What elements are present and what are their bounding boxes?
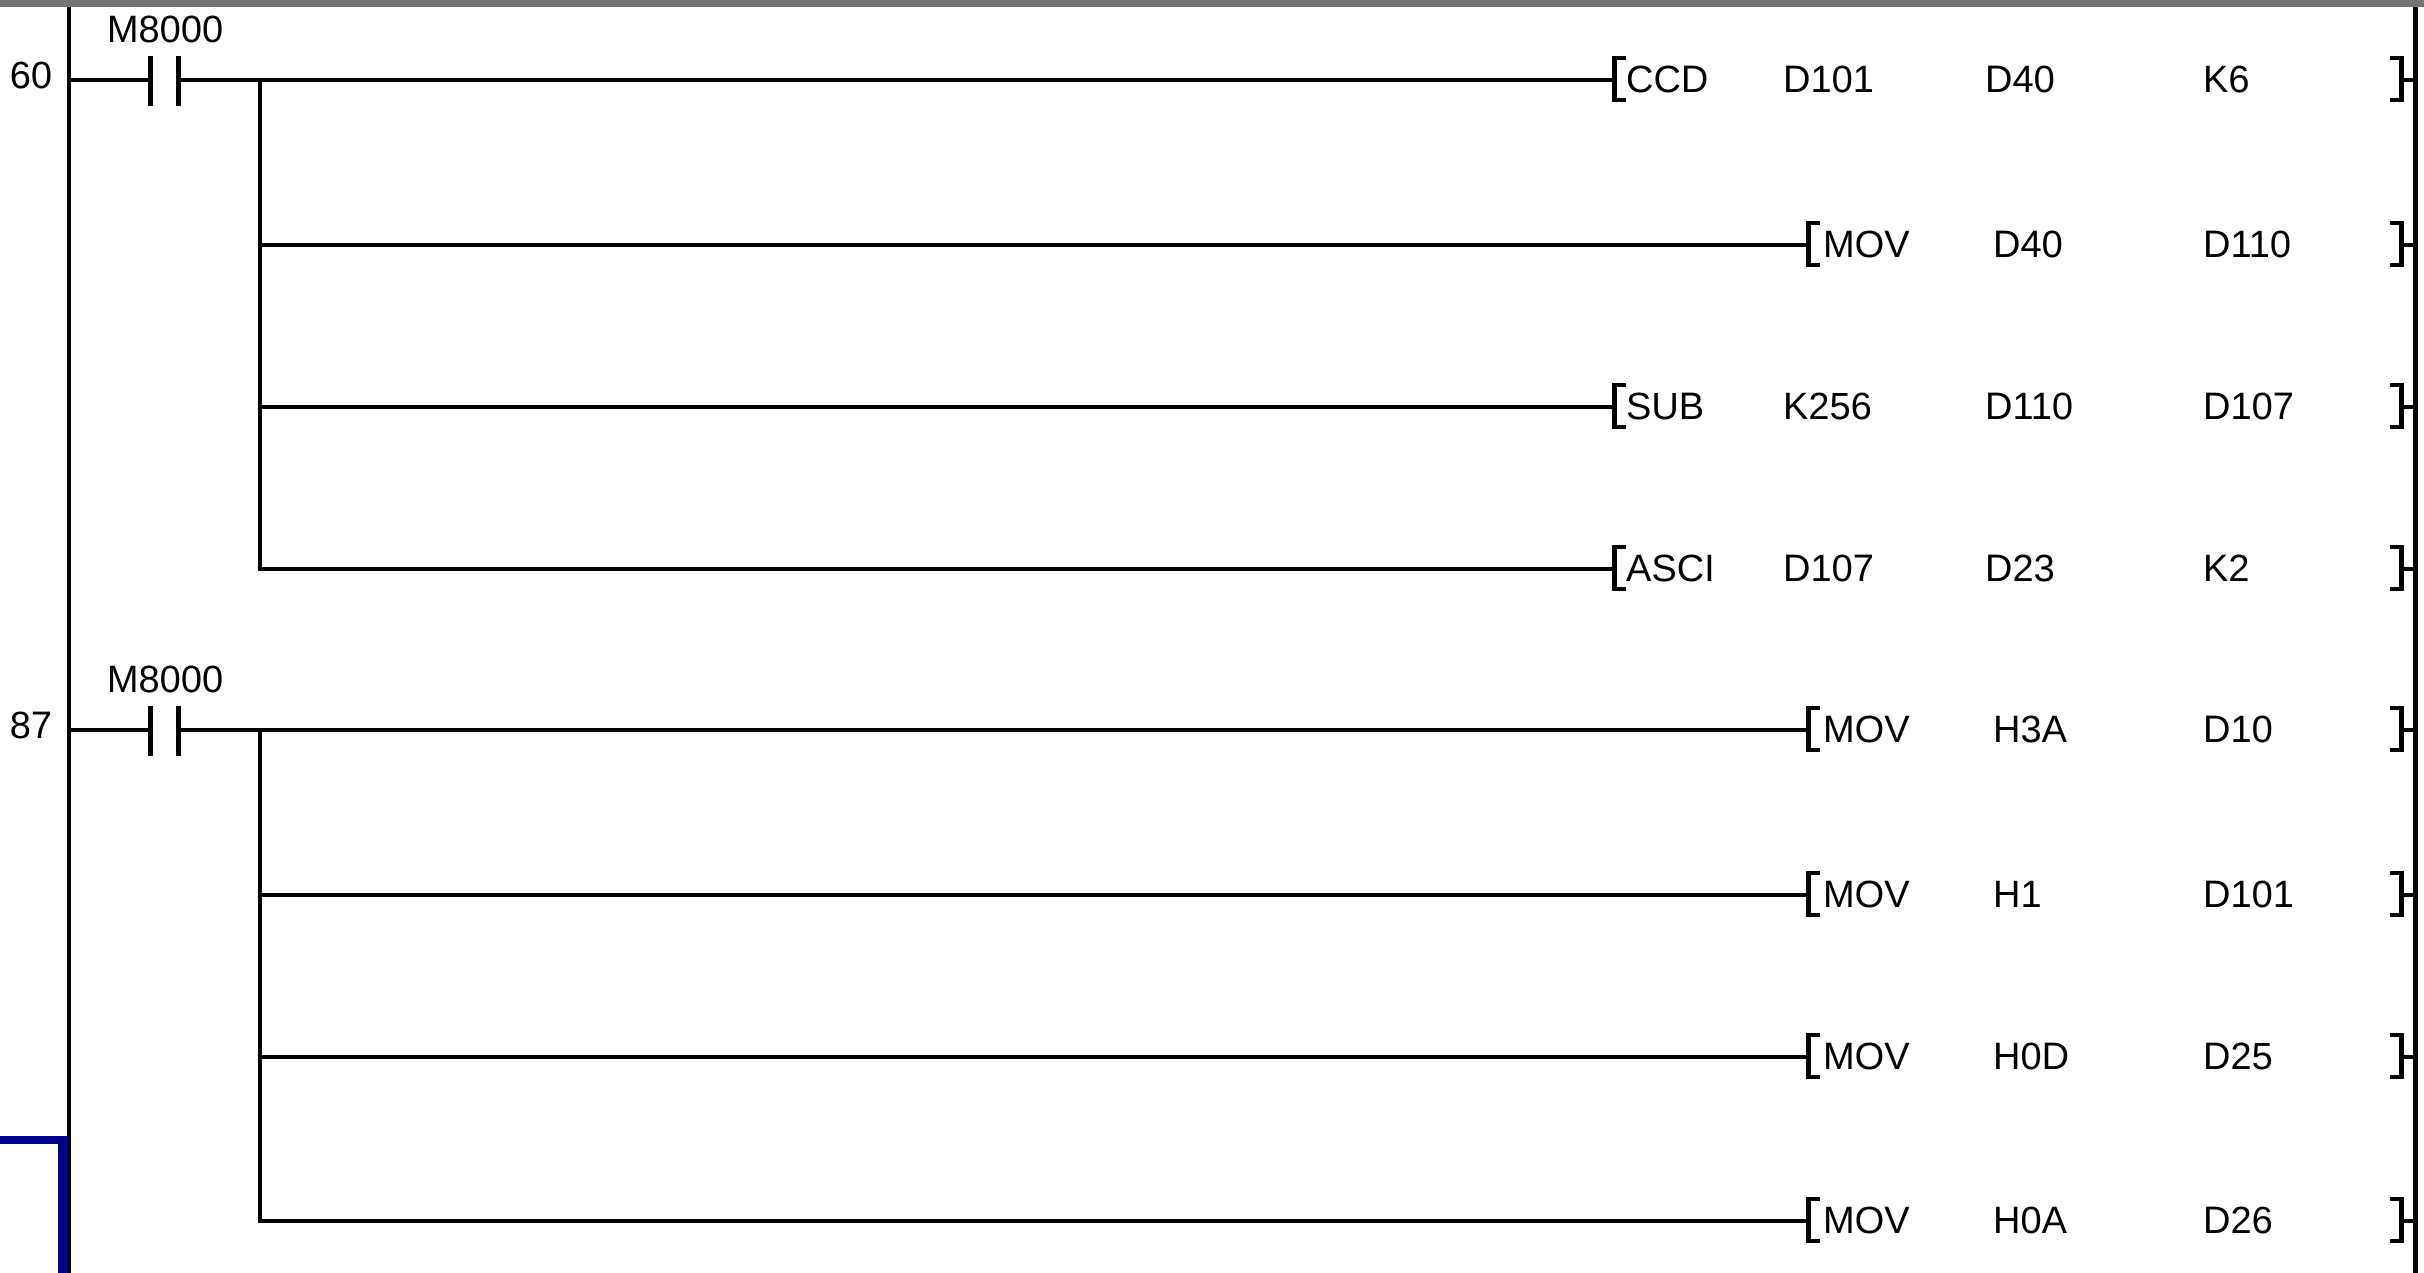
close-bracket — [2390, 871, 2404, 917]
branch-row-wire — [260, 893, 1807, 897]
branch-row-wire — [260, 1219, 1807, 1223]
rung-step-number: 87 — [9, 705, 52, 747]
open-bracket — [1806, 1197, 1820, 1243]
left-power-rail — [67, 7, 71, 1273]
close-bracket — [2390, 383, 2404, 429]
instruction-operand: D40 — [1993, 224, 2063, 266]
instruction-operand: K6 — [2203, 59, 2250, 101]
instruction-operand: D25 — [2203, 1036, 2273, 1078]
instruction-mnemonic: SUB — [1626, 386, 1705, 428]
rung-wire — [71, 728, 148, 732]
close-bracket — [2390, 1197, 2404, 1243]
rung-wire — [2402, 405, 2414, 409]
open-bracket — [1806, 871, 1820, 917]
open-bracket — [1806, 221, 1820, 267]
contact-right-leg — [176, 56, 181, 106]
branch-row-wire — [260, 405, 1613, 409]
close-bracket — [2390, 706, 2404, 752]
open-bracket — [1806, 706, 1820, 752]
instruction-operand: H0A — [1993, 1200, 2067, 1242]
instruction-mnemonic: MOV — [1823, 224, 1910, 266]
open-bracket — [1612, 383, 1626, 429]
rung-step-number: 60 — [9, 55, 52, 97]
right-power-rail — [2413, 7, 2418, 1273]
contact-right-leg — [176, 706, 181, 756]
open-bracket — [1612, 56, 1626, 102]
close-bracket — [2390, 545, 2404, 591]
instruction-operand: H3A — [1993, 709, 2067, 751]
instruction-operand: D107 — [2203, 386, 2294, 428]
instruction-operand: D40 — [1985, 59, 2055, 101]
contact-left-leg — [148, 56, 153, 106]
selection-cursor-horizontal — [0, 1136, 68, 1144]
instruction-operand: D10 — [2203, 709, 2273, 751]
instruction-operand: D101 — [1783, 59, 1874, 101]
selection-cursor-vertical — [58, 1136, 67, 1273]
instruction-mnemonic: MOV — [1823, 709, 1910, 751]
contact-label: M8000 — [106, 9, 224, 51]
instruction-operand: D23 — [1985, 548, 2055, 590]
instruction-operand: D107 — [1783, 548, 1874, 590]
rung-wire — [2402, 1055, 2414, 1059]
branch-row-wire — [260, 1055, 1807, 1059]
open-bracket — [1806, 1033, 1820, 1079]
instruction-operand: D26 — [2203, 1200, 2273, 1242]
instruction-operand: D110 — [1985, 386, 2074, 428]
window-top-edge — [0, 0, 2424, 7]
instruction-mnemonic: MOV — [1823, 874, 1910, 916]
rung-wire — [2402, 1219, 2414, 1223]
branch-wire — [258, 78, 262, 571]
rung-wire — [2402, 893, 2414, 897]
rung-wire — [71, 78, 148, 82]
contact-left-leg — [148, 706, 153, 756]
close-bracket — [2390, 56, 2404, 102]
instruction-operand: D110 — [2203, 224, 2292, 266]
rung-wire — [2402, 243, 2414, 247]
close-bracket — [2390, 221, 2404, 267]
instruction-mnemonic: MOV — [1823, 1036, 1910, 1078]
instruction-operand: H0D — [1993, 1036, 2070, 1078]
rung-wire — [2402, 728, 2414, 732]
rung-wire — [181, 728, 1807, 732]
rung-wire — [2402, 78, 2414, 82]
instruction-operand: K2 — [2203, 548, 2250, 590]
instruction-operand: D101 — [2203, 874, 2294, 916]
open-bracket — [1612, 545, 1626, 591]
instruction-mnemonic: MOV — [1823, 1200, 1910, 1242]
branch-wire — [258, 728, 262, 1223]
close-bracket — [2390, 1033, 2404, 1079]
rung-wire — [2402, 567, 2414, 571]
contact-label: M8000 — [106, 659, 224, 701]
branch-row-wire — [260, 567, 1613, 571]
instruction-operand: K256 — [1783, 386, 1872, 428]
instruction-mnemonic: ASCI — [1626, 548, 1715, 590]
rung-wire — [181, 78, 1613, 82]
branch-row-wire — [260, 243, 1807, 247]
instruction-operand: H1 — [1993, 874, 2042, 916]
instruction-mnemonic: CCD — [1626, 59, 1709, 101]
